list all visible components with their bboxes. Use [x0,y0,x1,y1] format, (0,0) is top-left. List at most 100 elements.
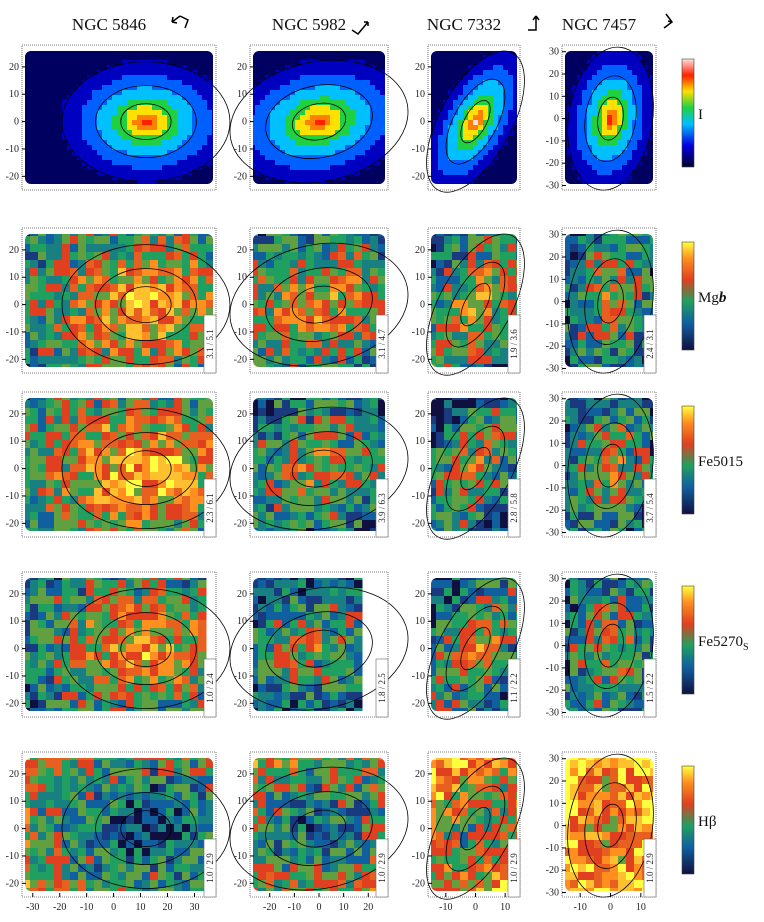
map-cell [102,234,111,237]
map-cell [132,65,138,71]
map-cell [365,135,371,141]
map-cell [87,51,93,56]
map-cell [258,832,267,841]
map-cell [162,70,168,76]
map-cell [32,125,38,131]
map-cell [340,100,346,106]
map-cell [174,348,183,357]
map-cell [298,684,307,693]
map-cell [137,130,143,136]
map-cell [380,85,385,91]
map-cell [298,528,307,531]
map-cell [253,236,259,245]
map-cell [255,90,261,96]
map-cell [253,244,259,253]
map-cell [177,125,183,131]
map-cell [190,448,199,457]
map-cell [166,792,175,801]
map-cell [187,150,193,156]
map-cell [280,95,286,101]
map-cell [378,408,385,417]
map-cell [266,768,275,777]
map-cell [47,80,53,86]
map-cell [310,105,316,111]
map-cell [77,100,83,106]
map-cell [102,130,108,136]
map-cell [37,75,43,81]
map-cell [258,244,267,253]
map-cell [354,504,363,513]
map-cell [335,155,341,161]
map-cell [265,110,271,116]
map-cell [72,155,78,161]
map-cell [37,135,43,141]
map-cell [158,856,167,865]
map-cell [157,60,163,66]
map-cell [122,180,128,184]
map-cell [207,75,213,81]
x-tick-label: -30 [26,902,39,913]
map-cell [197,150,203,156]
map-cell [306,636,315,645]
map-cell [182,115,188,121]
map-cell [258,758,267,761]
map-cell [30,432,39,441]
map-cell [97,180,103,184]
map-cell [147,125,153,131]
map-cell [385,80,391,86]
map-cell [158,398,167,401]
map-cell [30,292,39,301]
map-cell [42,95,48,101]
map-cell [370,75,376,81]
map-cell [150,636,159,645]
map-cell [190,792,199,801]
map-cell [110,260,119,269]
map-cell [78,612,87,621]
map-cell [355,160,361,166]
map-cell [314,604,323,613]
map-cell [253,504,259,513]
map-cell [112,100,118,106]
map-cell [274,408,283,417]
map-cell [258,332,267,341]
map-cell [330,408,339,417]
map-cell [118,528,127,531]
map-cell [214,464,223,473]
map-cell [86,758,95,761]
map-cell [142,308,151,317]
map-cell [78,292,87,301]
map-cell [335,100,341,106]
map-cell [38,580,47,589]
map-cell [62,165,68,171]
map-cell [190,308,199,317]
range-box [203,314,217,374]
map-cell [290,668,299,677]
map-cell [38,300,47,309]
isophote [95,432,197,506]
map-cell [340,165,346,171]
map-cell [132,51,138,56]
map-cell [134,480,143,489]
map-cell [110,364,119,367]
map-cell [182,464,191,473]
map-cell [142,604,151,613]
map-cell [67,55,73,61]
map-cell [322,440,331,449]
map-cell [255,51,261,56]
map-cell [174,644,183,653]
map-cell [102,792,111,801]
map-cell [253,356,259,365]
map-cell [110,684,119,693]
map-cell [32,165,38,171]
map-cell [62,236,71,245]
map-cell [320,65,326,71]
map-cell [167,55,173,61]
map-cell [202,95,208,101]
map-cell [158,692,167,701]
map-cell [62,85,68,91]
map-cell [350,135,356,141]
map-cell [258,316,267,325]
map-cell [212,51,213,56]
map-cell [182,45,188,51]
map-cell [346,578,355,581]
